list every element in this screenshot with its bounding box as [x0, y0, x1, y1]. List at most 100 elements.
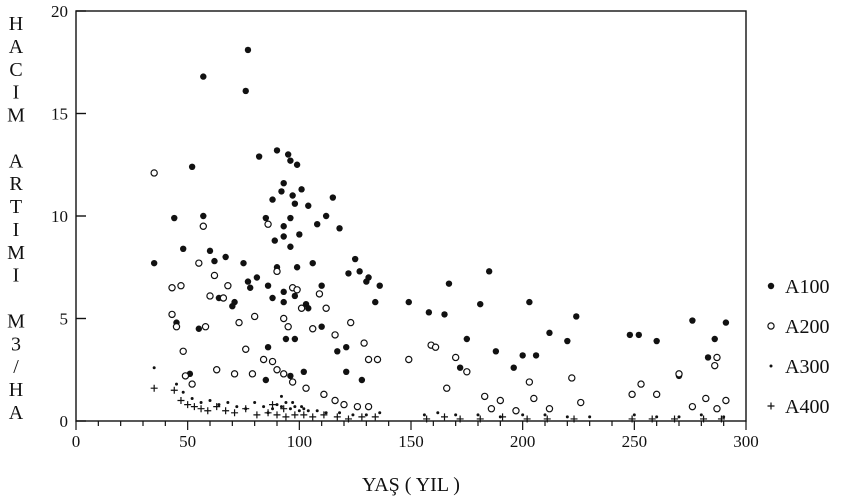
data-point — [700, 415, 708, 423]
x-tick-label: 200 — [510, 432, 536, 451]
data-point — [356, 268, 363, 275]
data-point — [564, 337, 571, 345]
data-point — [309, 413, 317, 421]
data-point — [699, 413, 703, 417]
data-point — [172, 323, 181, 331]
data-point — [302, 384, 310, 392]
data-point — [722, 396, 730, 405]
data-point — [279, 394, 283, 398]
x-tick-label: 0 — [72, 432, 81, 451]
data-point — [262, 405, 266, 409]
data-point — [441, 413, 448, 421]
data-point — [201, 323, 210, 331]
data-point — [287, 214, 294, 222]
y-axis-label-letter: I — [13, 265, 20, 287]
data-point — [282, 413, 290, 421]
y-axis-label-letter: I — [13, 219, 20, 241]
data-point — [545, 405, 554, 413]
data-point — [150, 384, 158, 392]
data-point — [543, 413, 547, 417]
data-point — [329, 194, 337, 201]
data-point — [363, 278, 370, 285]
legend-item-a200: A200 — [767, 316, 829, 338]
data-point — [291, 411, 299, 419]
y-axis-label-letter: I — [13, 82, 20, 104]
data-point — [240, 259, 247, 267]
y-tick-label: 10 — [51, 207, 68, 226]
data-point — [190, 403, 198, 411]
data-point — [264, 282, 272, 289]
y-axis-label-letter: A — [9, 36, 24, 58]
data-point — [289, 192, 296, 199]
data-point — [711, 335, 718, 343]
data-point — [244, 46, 252, 54]
data-point — [305, 202, 312, 209]
data-point — [268, 357, 277, 366]
data-point — [170, 386, 178, 394]
data-point — [229, 303, 236, 310]
data-point — [451, 353, 460, 362]
data-point — [336, 225, 343, 232]
data-point — [526, 298, 533, 306]
data-point — [456, 364, 464, 371]
legend-item-a400: A400 — [767, 396, 829, 418]
data-point — [688, 402, 697, 411]
data-point — [231, 409, 239, 417]
data-point — [168, 284, 176, 292]
data-point — [405, 298, 412, 306]
data-point — [423, 415, 431, 423]
data-point — [280, 370, 288, 378]
data-point — [204, 407, 212, 415]
data-point — [568, 374, 576, 382]
data-point — [322, 212, 330, 220]
data-point — [293, 161, 301, 168]
data-point — [338, 411, 342, 415]
data-point — [287, 243, 294, 250]
data-point — [378, 411, 382, 415]
data-point — [689, 317, 696, 324]
data-point — [222, 407, 230, 415]
data-point — [288, 378, 297, 386]
data-point — [293, 286, 301, 294]
data-point — [275, 403, 279, 407]
legend-label: A100 — [785, 276, 829, 298]
data-point — [496, 396, 505, 405]
data-point — [573, 313, 580, 320]
data-point — [713, 405, 721, 413]
data-point — [675, 370, 683, 378]
data-point — [278, 188, 285, 195]
data-point — [219, 294, 228, 302]
data-point — [264, 220, 272, 228]
y-axis-label-letter: C — [9, 59, 22, 81]
data-point — [532, 352, 540, 359]
data-point — [353, 402, 362, 411]
data-point — [443, 384, 451, 392]
data-point — [195, 325, 203, 332]
data-point — [300, 368, 307, 375]
data-point — [259, 355, 268, 364]
data-point — [197, 405, 205, 413]
y-tick-label: 5 — [60, 310, 69, 329]
data-point — [570, 415, 578, 423]
data-point — [306, 409, 310, 413]
data-point — [288, 407, 292, 411]
data-point — [436, 411, 440, 415]
data-point — [371, 413, 379, 421]
data-point — [280, 405, 288, 413]
data-point — [653, 337, 660, 345]
y-axis-label-letter: 3 — [11, 333, 21, 355]
data-point — [264, 409, 272, 417]
data-point — [208, 399, 212, 402]
y-axis-label-letter: T — [10, 196, 22, 218]
data-point — [280, 314, 288, 323]
data-point — [711, 361, 719, 370]
data-point — [269, 294, 276, 302]
data-point — [351, 413, 355, 417]
data-point — [648, 415, 656, 423]
data-point — [577, 398, 585, 407]
data-point — [273, 267, 281, 276]
series-a200 — [150, 169, 730, 415]
data-point — [525, 378, 534, 386]
data-point — [280, 223, 287, 230]
y-axis-label-letter: H — [9, 379, 23, 401]
